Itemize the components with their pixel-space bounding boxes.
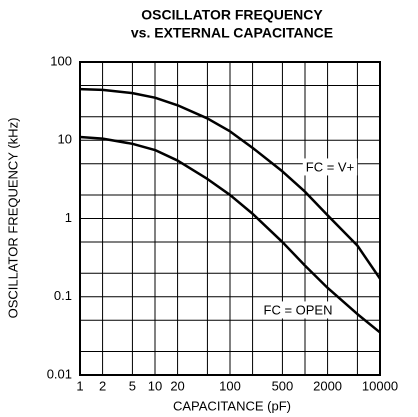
x-tick-label: 10 — [148, 378, 162, 393]
x-tick-label: 5 — [129, 378, 136, 393]
series-label: FC = V+ — [306, 159, 354, 174]
label-background — [260, 301, 336, 319]
chart-subtitle: vs. EXTERNAL CAPACITANCE — [131, 25, 333, 41]
series-line — [79, 87, 382, 280]
x-tick-label: 100 — [219, 378, 241, 393]
series-line — [79, 135, 381, 334]
x-tick-label: 2000 — [313, 378, 342, 393]
x-tick-label: 500 — [272, 378, 294, 393]
y-tick-label: 1 — [65, 210, 72, 225]
y-tick-label: 10 — [58, 132, 72, 147]
y-tick-label: 0.01 — [47, 366, 72, 381]
plot-frame — [79, 61, 381, 376]
chart-title: OSCILLATOR FREQUENCY — [141, 7, 323, 23]
x-tick-label: 10000 — [362, 378, 398, 393]
x-tick-label: 2 — [99, 378, 106, 393]
x-tick-label: 20 — [170, 378, 184, 393]
y-tick-label: 100 — [50, 53, 72, 68]
y-tick-label: 0.1 — [54, 288, 72, 303]
series-label: FC = OPEN — [264, 302, 333, 317]
x-axis-label: CAPACITANCE (pF) — [173, 398, 291, 413]
x-tick-label: 1 — [76, 378, 83, 393]
y-axis-label: OSCILLATOR FREQUENCY (kHz) — [5, 118, 20, 319]
label-background — [302, 158, 358, 176]
